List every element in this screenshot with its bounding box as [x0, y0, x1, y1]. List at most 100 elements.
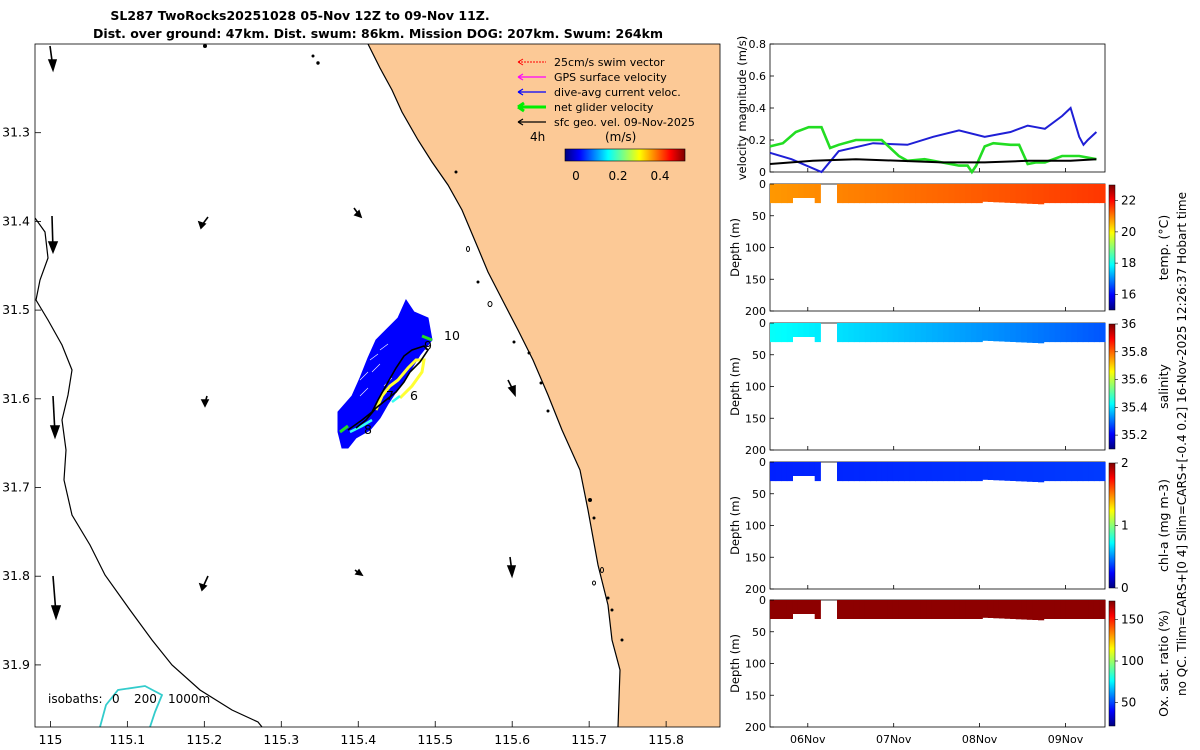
salinity-section-cell — [848, 323, 855, 343]
oxygen-section-cell — [898, 600, 905, 619]
chlorophyll-section-colorbar-label: chl-a (mg m-3) — [1156, 479, 1171, 572]
salinity-section-cb-tick-label: 35.2 — [1121, 428, 1148, 442]
salinity-section-cell — [948, 323, 955, 343]
chlorophyll-section-cell — [792, 462, 799, 476]
chlorophyll-section-frame — [769, 461, 1106, 590]
oxygen-section-cell — [859, 600, 866, 619]
velocity-ylabel: velocity magnitude (m/s) — [735, 36, 749, 181]
oxygen-section-cell — [775, 600, 782, 619]
oxygen-section-cell — [1026, 600, 1033, 620]
velocity-y-tick-label: 0.2 — [749, 134, 767, 147]
oxygen-section-cell — [876, 600, 883, 619]
chlorophyll-section-cell — [786, 462, 793, 482]
map-y-tick-label: 31.3 — [2, 125, 30, 140]
chlorophyll-section-y-tick-label: 0 — [759, 456, 766, 469]
oxygen-section-cell — [998, 600, 1006, 619]
oxygen-section-cell — [987, 600, 994, 618]
glider-track — [337, 298, 433, 449]
day-label-10: 10 — [444, 328, 460, 343]
temperature-section-cell — [809, 184, 816, 198]
chlorophyll-section-cell — [775, 462, 782, 482]
temperature-section-cell — [1026, 184, 1033, 204]
salinity-section-cell — [859, 323, 866, 343]
chlorophyll-section-cell — [848, 462, 855, 482]
salinity-section-panel: 0 50 100 150 200 Depth (m) 35.2 35.4 35.6 35.8 36 s… — [728, 317, 1171, 457]
legend-dive-avg: dive-avg current veloc. — [554, 86, 681, 99]
speed-colorbar — [564, 148, 686, 162]
salinity-section-data — [770, 323, 1106, 344]
chlorophyll-section-cell — [937, 462, 944, 482]
oxygen-section-cb-tick-label: 50 — [1121, 696, 1136, 710]
day-label-8: 8 — [364, 422, 372, 437]
white-swim-vectors — [359, 343, 393, 397]
chlorophyll-section-data — [770, 462, 1106, 483]
salinity-section-cell — [1082, 323, 1089, 343]
temperature-section-cell — [976, 184, 983, 204]
temperature-section-cell — [965, 184, 972, 204]
oxygen-section-cell — [904, 600, 911, 619]
temperature-section-cell — [1015, 184, 1022, 204]
mainland-coastline — [367, 44, 621, 727]
map-x-tick-label: 115.8 — [648, 732, 684, 747]
section-x-tick-label: 07Nov — [876, 733, 912, 746]
oxygen-section-cell — [937, 600, 944, 619]
oxygen-section-cell — [803, 600, 810, 614]
map-y-tick-label: 31.6 — [2, 391, 30, 406]
oxygen-section-cell — [993, 600, 1000, 619]
velocity-lines — [769, 106, 1098, 175]
temperature-section-cb-tick-label: 20 — [1121, 225, 1136, 239]
oxygen-section-cell — [1015, 600, 1022, 620]
velocity-y-tick-label: 0.6 — [749, 70, 767, 83]
map-x-tick-label: 115.3 — [263, 732, 299, 747]
oxygen-section-cell — [809, 600, 816, 614]
salinity-section-cell — [876, 323, 883, 343]
salinity-section-frame — [769, 322, 1106, 451]
velocity-series-line — [769, 158, 1097, 165]
salinity-section-colorbar-label: salinity — [1156, 363, 1171, 408]
legend-gps-velocity: GPS surface velocity — [554, 71, 667, 84]
oxygen-section-cell — [770, 600, 777, 619]
temperature-section-cell — [770, 184, 777, 204]
temperature-section-cell — [1038, 184, 1045, 205]
title-line-2: Dist. over ground: 47km. Dist. swum: 86k… — [93, 26, 663, 41]
chlorophyll-section-cell — [931, 462, 939, 482]
oxygen-section-cell — [792, 600, 799, 614]
chlorophyll-section-cell — [965, 462, 972, 482]
chlorophyll-section-cell — [926, 462, 933, 482]
salinity-section-cell — [926, 323, 933, 343]
salinity-section-cell — [1071, 323, 1078, 343]
oxygen-section-cell — [1071, 600, 1078, 619]
chlorophyll-section-cell — [1099, 462, 1106, 482]
chlorophyll-section-cell — [920, 462, 927, 482]
chlorophyll-section-cell — [909, 462, 916, 482]
temperature-section-y-tick-label: 150 — [745, 273, 766, 286]
legend-duration: 4h — [530, 130, 545, 144]
chlorophyll-section-cell — [837, 462, 844, 482]
salinity-section-y-tick-label: 150 — [745, 412, 766, 425]
salinity-section-y-tick-label: 200 — [745, 444, 766, 457]
chlorophyll-section-cell — [1093, 462, 1100, 482]
oxygen-section-cell — [1093, 600, 1100, 619]
map-y-tick-label: 31.8 — [2, 568, 30, 583]
temperature-section-cell — [876, 184, 883, 204]
salinity-section-cell — [786, 323, 793, 343]
isobath-0: 0 — [112, 692, 120, 706]
temperature-section-depth-label: Depth (m) — [728, 218, 742, 277]
section-x-tick-label: 06Nov — [790, 733, 826, 746]
chlorophyll-section-cell — [959, 462, 966, 482]
oxygen-section-cell — [976, 600, 983, 619]
temperature-section-cb-tick-label: 18 — [1121, 256, 1136, 270]
oxygen-section-cell — [1065, 600, 1073, 619]
temperature-section-cell — [1088, 184, 1095, 204]
oxygen-section-y-tick-label: 150 — [745, 689, 766, 702]
temperature-section-cell — [837, 184, 844, 204]
salinity-section-cell — [781, 323, 788, 343]
map-y-tick-label: 31.5 — [2, 302, 30, 317]
salinity-section-cell — [864, 323, 872, 343]
temperature-section-cell — [797, 184, 805, 198]
map-x-tick-label: 115.7 — [571, 732, 607, 747]
temperature-section-cell — [1049, 184, 1056, 204]
salinity-section-cell — [971, 323, 978, 343]
oxygen-section-cell — [1060, 600, 1067, 619]
chlorophyll-section-cell — [1054, 462, 1061, 482]
